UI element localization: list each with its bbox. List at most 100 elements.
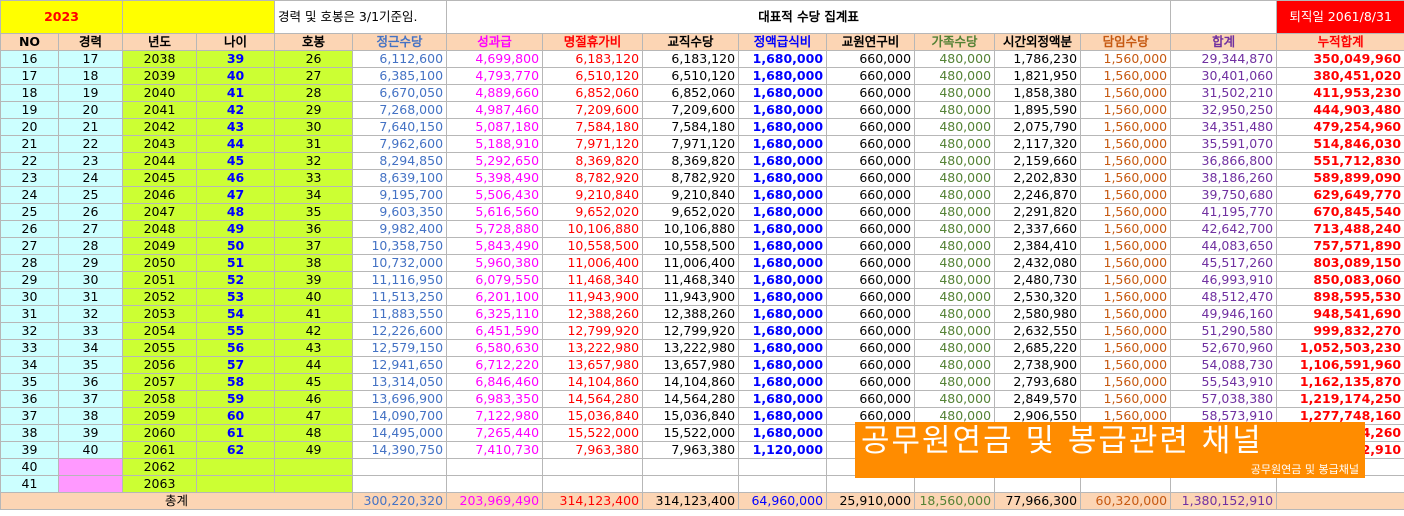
cell-sum[interactable]: 57,038,380 [1170,390,1278,408]
cell-edu[interactable]: 7,963,380 [642,441,740,459]
cell-perf[interactable]: 7,265,440 [446,424,544,442]
cell-home[interactable]: 1,560,000 [1080,373,1172,391]
cell-fam[interactable]: 480,000 [914,237,996,255]
cell-career[interactable]: 37 [57,390,124,408]
cell-no[interactable]: 41 [0,475,59,493]
cell-cum[interactable]: 411,953,230 [1276,84,1404,102]
cell-fam[interactable]: 480,000 [914,203,996,221]
cell-age[interactable]: 58 [196,373,276,391]
cell-age[interactable]: 43 [196,118,276,136]
cell-sum[interactable]: 51,290,580 [1170,322,1278,340]
cell-meal[interactable]: 1,680,000 [738,152,828,170]
cell-reg[interactable]: 13,696,900 [352,390,448,408]
cell-reg[interactable]: 12,226,600 [352,322,448,340]
cell-meal[interactable]: 1,680,000 [738,339,828,357]
cell-career[interactable]: 29 [57,254,124,272]
cell-career[interactable]: 24 [57,169,124,187]
cell-res[interactable]: 660,000 [826,373,916,391]
header-career[interactable]: 경력 [57,33,124,51]
cell-cum[interactable]: 479,254,960 [1276,118,1404,136]
total-reg[interactable]: 300,220,320 [352,492,448,510]
cell-step[interactable]: 46 [274,390,354,408]
cell-year[interactable]: 2050 [122,254,198,272]
cell-sum[interactable]: 46,993,910 [1170,271,1278,289]
cell-home[interactable]: 1,560,000 [1080,67,1172,85]
cell-hol[interactable]: 15,522,000 [542,424,644,442]
cell-over[interactable]: 2,337,660 [994,220,1082,238]
cell-reg[interactable]: 8,294,850 [352,152,448,170]
cell-no[interactable]: 16 [0,50,59,68]
cell-career[interactable]: 36 [57,373,124,391]
cell-meal[interactable]: 1,680,000 [738,424,828,442]
cell-hol[interactable]: 9,210,840 [542,186,644,204]
cell-hol[interactable]: 7,584,180 [542,118,644,136]
header-fam[interactable]: 가족수당 [914,33,996,51]
cell-home[interactable]: 1,560,000 [1080,84,1172,102]
cell-sum[interactable]: 52,670,960 [1170,339,1278,357]
cell-fam[interactable] [914,475,996,493]
cell-year[interactable]: 2048 [122,220,198,238]
cell-sum[interactable]: 32,950,250 [1170,101,1278,119]
header-res[interactable]: 교원연구비 [826,33,916,51]
cell-reg[interactable]: 7,962,600 [352,135,448,153]
cell-over[interactable]: 2,793,680 [994,373,1082,391]
cell-age[interactable]: 59 [196,390,276,408]
cell-no[interactable]: 38 [0,424,59,442]
cell-hol[interactable]: 13,222,980 [542,339,644,357]
cell-age[interactable]: 60 [196,407,276,425]
cell-sum[interactable]: 41,195,770 [1170,203,1278,221]
cell-no[interactable]: 21 [0,135,59,153]
cell-step[interactable] [274,475,354,493]
total-edu[interactable]: 314,123,400 [642,492,740,510]
cell-sum[interactable]: 30,401,060 [1170,67,1278,85]
cell-cum[interactable]: 999,832,270 [1276,322,1404,340]
cell-edu[interactable]: 10,106,880 [642,220,740,238]
cell-home[interactable]: 1,560,000 [1080,220,1172,238]
cell-year[interactable]: 2053 [122,305,198,323]
cell-reg[interactable]: 9,195,700 [352,186,448,204]
cell-home[interactable]: 1,560,000 [1080,118,1172,136]
cell-age[interactable]: 50 [196,237,276,255]
cell-cum[interactable]: 1,106,591,960 [1276,356,1404,374]
cell-career[interactable]: 18 [57,67,124,85]
cell-step[interactable]: 44 [274,356,354,374]
cell-career[interactable]: 27 [57,220,124,238]
cell-hol[interactable]: 11,006,400 [542,254,644,272]
cell-age[interactable]: 47 [196,186,276,204]
cell-age[interactable]: 57 [196,356,276,374]
cell-reg[interactable]: 12,941,650 [352,356,448,374]
cell-perf[interactable]: 4,699,800 [446,50,544,68]
cell-age[interactable]: 45 [196,152,276,170]
cell-no[interactable]: 28 [0,254,59,272]
cell-res[interactable]: 660,000 [826,203,916,221]
cell-over[interactable]: 1,895,590 [994,101,1082,119]
cell-no[interactable]: 36 [0,390,59,408]
cell-reg[interactable]: 6,670,050 [352,84,448,102]
cell-home[interactable]: 1,560,000 [1080,322,1172,340]
cell-home[interactable]: 1,560,000 [1080,152,1172,170]
cell-year[interactable]: 2058 [122,390,198,408]
cell-edu[interactable]: 11,468,340 [642,271,740,289]
cell-edu[interactable]: 6,852,060 [642,84,740,102]
cell-step[interactable]: 40 [274,288,354,306]
cell-no[interactable]: 33 [0,339,59,357]
cell-year[interactable]: 2045 [122,169,198,187]
cell-career[interactable]: 19 [57,84,124,102]
cell-sum[interactable]: 48,512,470 [1170,288,1278,306]
header-reg[interactable]: 정근수당 [352,33,448,51]
cell-edu[interactable]: 13,657,980 [642,356,740,374]
cell-age[interactable]: 62 [196,441,276,459]
cell-hol[interactable]: 7,209,600 [542,101,644,119]
cell-meal[interactable]: 1,680,000 [738,390,828,408]
cell-perf[interactable]: 6,079,550 [446,271,544,289]
cell-year[interactable]: 2063 [122,475,198,493]
cell-fam[interactable]: 480,000 [914,67,996,85]
cell-step[interactable]: 42 [274,322,354,340]
cell-res[interactable]: 660,000 [826,67,916,85]
cell-edu[interactable]: 10,558,500 [642,237,740,255]
cell-no[interactable]: 18 [0,84,59,102]
cell-over[interactable]: 2,246,870 [994,186,1082,204]
cell-career[interactable]: 40 [57,441,124,459]
cell-reg[interactable]: 8,639,100 [352,169,448,187]
cell-no[interactable]: 26 [0,220,59,238]
